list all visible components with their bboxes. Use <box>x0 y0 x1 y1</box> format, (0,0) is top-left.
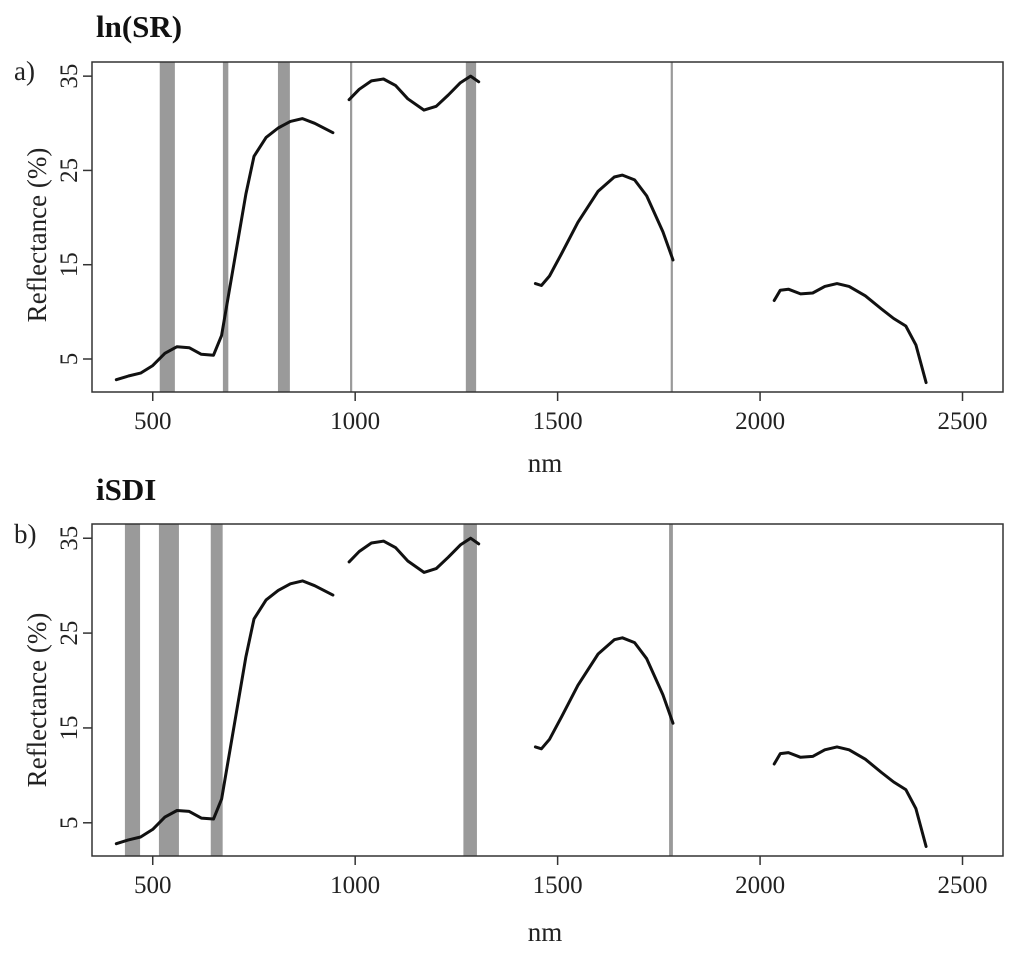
panel-a-x-tick-label: 1000 <box>330 408 380 435</box>
panel-b-y-tick-label: 25 <box>56 621 83 646</box>
panel-b-y-tick-label: 35 <box>56 526 83 551</box>
panel-b-x-tick-label: 1500 <box>533 872 583 899</box>
panel-a-spectrum-segment <box>772 282 928 385</box>
panel-b-spectrum <box>114 536 928 848</box>
panel-b-y-axis-label: Reflectance (%) <box>22 613 52 788</box>
panel-a-spectrum-segment <box>347 74 481 112</box>
panel-b-x-tick-label: 500 <box>134 872 172 899</box>
panel-a-spectrum-segment <box>533 173 675 287</box>
panel-b: iSDI b) Reflectance (%) nm 500 1000 1500 20… <box>14 472 1004 947</box>
panel-b-x-tick-label: 2000 <box>735 872 785 899</box>
panel-a-x-tick-label: 1500 <box>533 408 583 435</box>
panel-b-x-tick-label: 2500 <box>938 872 988 899</box>
panel-b-selected-bands <box>124 524 673 856</box>
panel-a-x-axis: 500 1000 1500 2000 2500 <box>134 392 988 435</box>
panel-a-spectrum <box>114 74 928 385</box>
panel-a-label: a) <box>14 56 35 86</box>
panel-b-y-axis: 5 15 25 35 <box>56 526 92 829</box>
panel-b-x-axis: 500 1000 1500 2000 2500 <box>134 856 988 899</box>
panel-b-y-tick-label: 5 <box>56 817 83 830</box>
panel-a-y-tick-label: 25 <box>56 158 83 183</box>
panel-a-y-tick-label: 35 <box>56 64 83 89</box>
panel-a-spectrum-segment <box>114 117 335 382</box>
panel-a-title: ln(SR) <box>96 9 182 44</box>
panel-b-x-axis-label: nm <box>528 917 563 947</box>
panel-a-y-axis: 5 15 25 35 <box>56 64 92 366</box>
panel-b-y-tick-label: 15 <box>56 715 83 740</box>
panel-b-plot-frame <box>91 523 1004 857</box>
panel-b-label: b) <box>14 519 37 549</box>
panel-a: ln(SR) a) Reflectance (%) nm 500 1000 1500… <box>14 9 1004 478</box>
panel-b-x-tick-label: 1000 <box>330 872 380 899</box>
panel-a-plot-frame <box>91 61 1004 393</box>
panel-b-spectrum-segment <box>347 536 481 574</box>
panel-a-x-tick-label: 2000 <box>735 408 785 435</box>
panel-b-spectrum-segment <box>772 745 928 848</box>
panel-b-spectrum-segment <box>114 579 335 846</box>
panel-a-y-axis-label: Reflectance (%) <box>22 148 52 323</box>
panel-a-x-tick-label: 2500 <box>938 408 988 435</box>
panel-a-x-tick-label: 500 <box>134 408 172 435</box>
panel-a-y-tick-label: 5 <box>56 353 83 366</box>
panel-b-spectrum-segment <box>533 636 675 751</box>
panel-a-selected-bands <box>159 62 673 392</box>
panel-a-y-tick-label: 15 <box>56 252 83 277</box>
panel-b-title: iSDI <box>96 472 156 507</box>
panel-a-x-axis-label: nm <box>528 448 563 478</box>
